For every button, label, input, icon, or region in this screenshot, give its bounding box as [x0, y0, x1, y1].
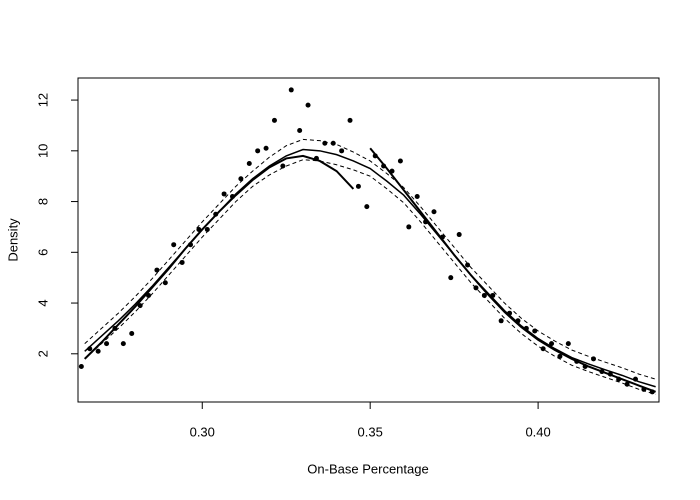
y-axis-label: Density: [5, 218, 20, 262]
fit-line: [84, 154, 355, 360]
data-point: [305, 102, 311, 108]
data-point: [549, 341, 555, 347]
y-tick-label: 8: [35, 198, 50, 205]
data-point: [271, 117, 277, 123]
data-point: [246, 161, 252, 167]
data-point: [414, 193, 420, 199]
band-line: [84, 159, 656, 395]
data-point: [347, 117, 353, 123]
data-point: [171, 242, 177, 248]
data-point: [456, 232, 462, 238]
data-point: [339, 148, 345, 154]
data-point: [364, 204, 370, 210]
data-point: [95, 348, 101, 354]
x-tick-label: 0.35: [358, 424, 383, 439]
data-point: [162, 280, 168, 286]
x-tick-label: 0.40: [525, 424, 550, 439]
data-point: [137, 303, 143, 309]
data-point: [129, 330, 135, 336]
data-point: [540, 346, 546, 352]
data-point: [297, 128, 303, 134]
plot-box: [77, 77, 660, 403]
data-point: [431, 209, 437, 215]
data-point: [221, 191, 227, 197]
data-point: [557, 353, 563, 359]
data-point: [624, 381, 630, 387]
data-point: [397, 158, 403, 164]
data-point: [498, 318, 504, 324]
data-point: [280, 163, 286, 169]
y-tick-label: 4: [35, 299, 50, 306]
x-axis-label: On-Base Percentage: [307, 461, 428, 476]
data-point: [448, 275, 454, 281]
y-tick-label: 2: [35, 350, 50, 357]
data-point: [565, 341, 571, 347]
y-tick-label: 6: [35, 249, 50, 256]
band-line: [84, 138, 656, 380]
y-tick-label: 10: [35, 144, 50, 158]
data-point: [154, 267, 160, 273]
data-point: [288, 87, 294, 93]
data-point: [255, 148, 261, 154]
data-point: [481, 292, 487, 298]
data-point: [104, 341, 110, 347]
data-point: [355, 183, 361, 189]
x-tick-label: 0.30: [190, 424, 215, 439]
data-point: [406, 224, 412, 230]
data-point: [120, 341, 126, 347]
data-point: [465, 262, 471, 268]
data-point: [179, 259, 185, 265]
fit-line: [369, 147, 656, 393]
data-point: [263, 145, 269, 151]
data-point: [78, 363, 84, 369]
y-tick-label: 12: [35, 93, 50, 107]
